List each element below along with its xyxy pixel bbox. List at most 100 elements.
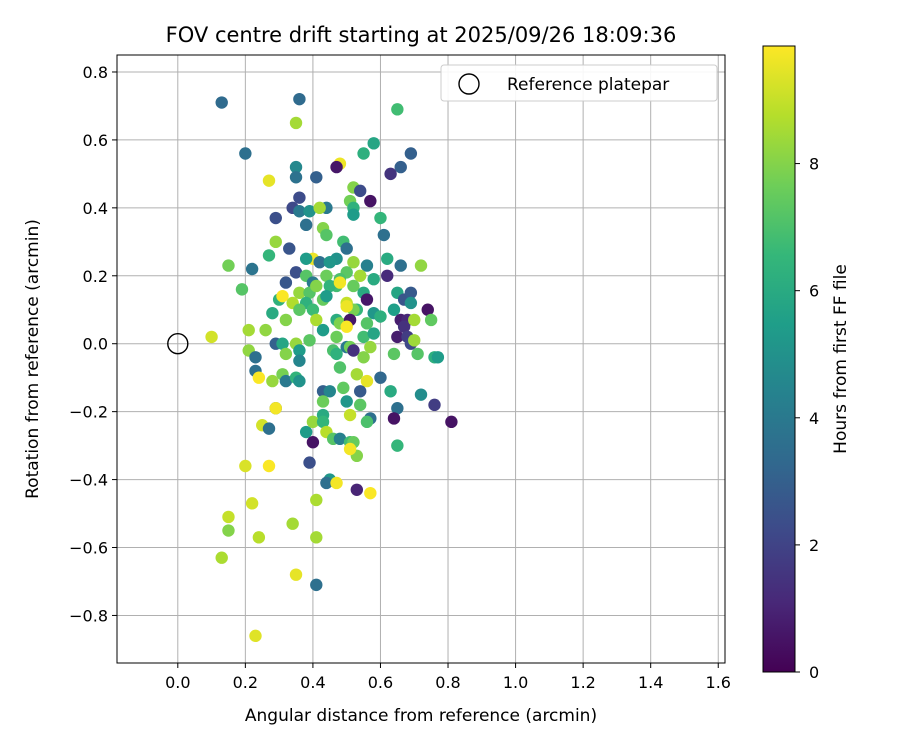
- data-point: [252, 531, 266, 544]
- data-point: [262, 422, 276, 435]
- data-point: [289, 171, 303, 184]
- data-point: [354, 398, 367, 412]
- data-point: [330, 160, 343, 174]
- data-point: [330, 330, 343, 344]
- data-point: [316, 415, 330, 429]
- data-point: [293, 92, 306, 106]
- colorbar-ticks: 0 2 4 6 8: [795, 155, 819, 682]
- data-point: [381, 269, 394, 282]
- data-point: [333, 432, 347, 446]
- data-point: [293, 191, 306, 204]
- legend-label: Reference platepar: [507, 75, 669, 95]
- legend: Reference platepar: [440, 64, 718, 102]
- data-point: [249, 351, 262, 364]
- data-point: [293, 354, 306, 367]
- data-point: [340, 395, 353, 408]
- data-point: [333, 276, 347, 289]
- data-point: [431, 351, 445, 364]
- data-point: [262, 249, 276, 262]
- data-point: [303, 334, 316, 347]
- data-point: [391, 330, 404, 344]
- data-point: [421, 303, 434, 316]
- data-point: [374, 310, 387, 323]
- data-point: [408, 313, 421, 327]
- data-point: [323, 279, 336, 293]
- data-point: [357, 351, 370, 364]
- data-point: [347, 255, 360, 269]
- data-point: [333, 361, 347, 374]
- data-point: [394, 160, 407, 174]
- data-point: [340, 320, 353, 333]
- data-point: [354, 385, 367, 398]
- data-point: [310, 171, 323, 184]
- data-point: [289, 116, 303, 130]
- data-point: [347, 279, 360, 293]
- data-point: [320, 228, 333, 242]
- data-point: [299, 218, 313, 232]
- data-point: [279, 374, 293, 388]
- data-point: [445, 415, 458, 429]
- chart-title: FOV centre drift starting at 2025/09/26 …: [166, 23, 677, 47]
- legend-marker: [458, 73, 480, 95]
- y-tick-label: 0.4: [83, 199, 108, 218]
- data-point: [414, 259, 428, 272]
- data-point: [266, 306, 279, 320]
- grid-layer: [117, 55, 725, 663]
- data-point: [414, 388, 428, 401]
- data-point: [222, 259, 235, 272]
- data-point: [374, 211, 387, 225]
- data-point: [354, 184, 367, 198]
- data-point: [222, 510, 235, 524]
- y-axis-label: Rotation from reference (arcmin): [23, 219, 43, 499]
- data-point: [293, 286, 306, 299]
- data-point: [266, 374, 279, 388]
- x-tick-label: 0.0: [165, 673, 190, 692]
- data-point: [289, 568, 303, 581]
- y-tick-label: −0.6: [69, 539, 108, 558]
- data-point: [347, 344, 360, 357]
- data-point: [404, 296, 418, 310]
- data-point: [313, 201, 326, 215]
- data-point: [428, 398, 441, 412]
- data-point: [252, 371, 266, 384]
- data-point: [340, 242, 353, 255]
- data-point: [276, 289, 289, 303]
- data-point: [286, 517, 299, 530]
- data-point: [269, 211, 282, 225]
- data-point: [293, 374, 306, 388]
- data-point: [381, 252, 394, 265]
- data-point: [360, 374, 374, 388]
- reference-platepar-marker: [167, 333, 189, 355]
- y-tick-label: 0.2: [83, 267, 108, 286]
- data-point: [343, 442, 357, 456]
- data-point: [215, 96, 228, 109]
- data-point: [360, 415, 374, 429]
- y-tick-label: 0.0: [83, 335, 108, 354]
- data-point: [310, 279, 323, 293]
- data-point: [394, 259, 407, 272]
- x-tick-label: 0.4: [300, 673, 325, 692]
- data-point: [323, 255, 336, 269]
- data-point: [340, 300, 353, 313]
- data-point: [391, 103, 404, 116]
- data-point: [367, 327, 380, 340]
- data-point: [343, 408, 357, 422]
- data-point: [360, 259, 374, 272]
- x-tick-label: 1.2: [570, 673, 595, 692]
- x-tick-label: 0.6: [368, 673, 393, 692]
- data-point: [303, 456, 316, 469]
- data-point: [222, 524, 235, 537]
- data-point: [408, 334, 421, 347]
- colorbar-label: Hours from first FF file: [831, 264, 851, 454]
- data-point: [364, 340, 377, 354]
- points-layer: [205, 92, 458, 643]
- x-tick-label: 0.2: [233, 673, 258, 692]
- data-point: [357, 147, 370, 160]
- data-point: [377, 228, 391, 242]
- x-tick-label: 1.4: [638, 673, 663, 692]
- data-point: [316, 323, 330, 337]
- data-point: [367, 272, 380, 286]
- data-point: [384, 385, 397, 398]
- data-point: [245, 262, 259, 276]
- data-point: [387, 347, 401, 361]
